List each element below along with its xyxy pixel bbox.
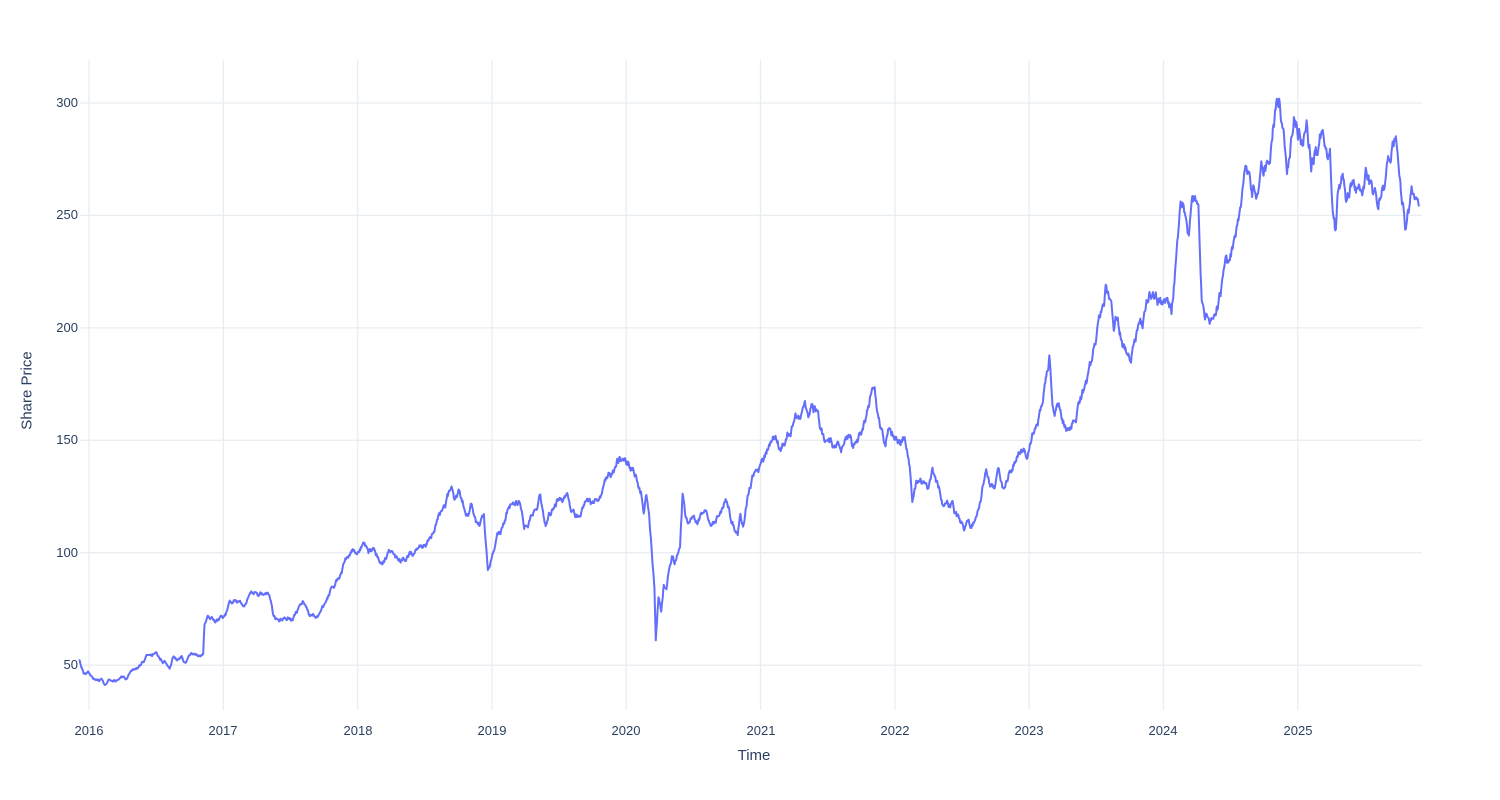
share-price-line (78, 97, 1420, 686)
y-tick-label: 150 (56, 432, 78, 447)
x-tick-label: 2022 (880, 723, 910, 738)
gridlines (80, 60, 1422, 710)
y-tick-label: 50 (63, 657, 78, 672)
x-tick-label: 2020 (611, 723, 641, 738)
y-tick-label: 300 (56, 95, 78, 110)
price-line-series (78, 97, 1420, 686)
x-tick-label: 2017 (208, 723, 238, 738)
x-tick-label: 2019 (477, 723, 507, 738)
x-tick-label: 2024 (1148, 723, 1178, 738)
x-tick-label: 2023 (1014, 723, 1044, 738)
y-axis-title: Share Price (18, 351, 36, 430)
x-tick-label: 2021 (746, 723, 776, 738)
y-tick-label: 200 (56, 320, 78, 335)
x-axis-title: Time (737, 747, 771, 764)
x-tick-label: 2025 (1283, 723, 1313, 738)
y-tick-label: 100 (56, 545, 78, 560)
y-tick-label: 250 (56, 207, 78, 222)
x-tick-label: 2016 (74, 723, 104, 738)
x-tick-label: 2018 (343, 723, 373, 738)
